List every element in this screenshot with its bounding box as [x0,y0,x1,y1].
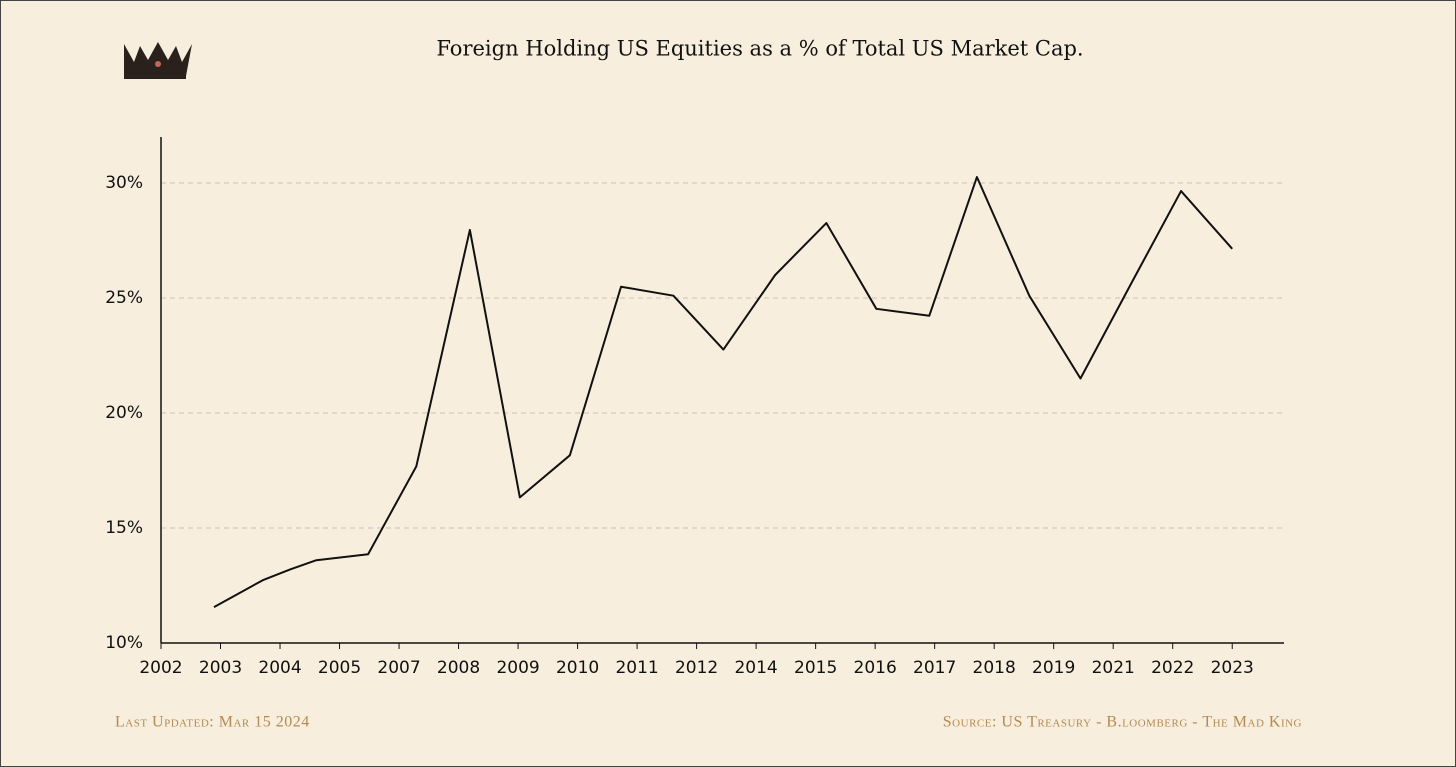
x-tick-label: 2017 [913,658,956,678]
x-tick-label: 2003 [199,658,242,678]
x-tick-label: 2012 [675,658,718,678]
x-tick-label: 2014 [734,658,777,678]
x-tick-label: 2005 [318,658,361,678]
x-tick-label: 2002 [139,658,182,678]
x-tick-label: 2007 [377,658,420,678]
x-tick-label: 2022 [1151,658,1194,678]
footnote-updated: Last Updated: Mar 15 2024 [115,714,310,731]
x-tick-label: 2018 [973,658,1016,678]
x-tick-label: 2023 [1211,658,1254,678]
footnote-source: Source: US Treasury - B.loomberg - The M… [943,714,1302,731]
y-tick-label: 20% [105,403,143,423]
data-line [213,176,1233,608]
x-tick-label: 2015 [794,658,837,678]
chart-title: Foreign Holding US Equities as a % of To… [436,37,1083,61]
x-tick-label: 2019 [1032,658,1075,678]
y-tick-label: 10% [105,633,143,653]
x-tick-label: 2010 [556,658,599,678]
x-tick-label: 2008 [437,658,480,678]
x-tick-label: 2021 [1092,658,1135,678]
y-tick-label: 15% [105,518,143,538]
y-tick-label: 25% [105,288,143,308]
x-tick-label: 2016 [854,658,897,678]
y-tick-label: 30% [105,173,143,193]
x-tick-label: 2009 [496,658,539,678]
crown-logo [124,42,192,79]
x-tick-label: 2004 [258,658,301,678]
x-tick-label: 2011 [615,658,658,678]
